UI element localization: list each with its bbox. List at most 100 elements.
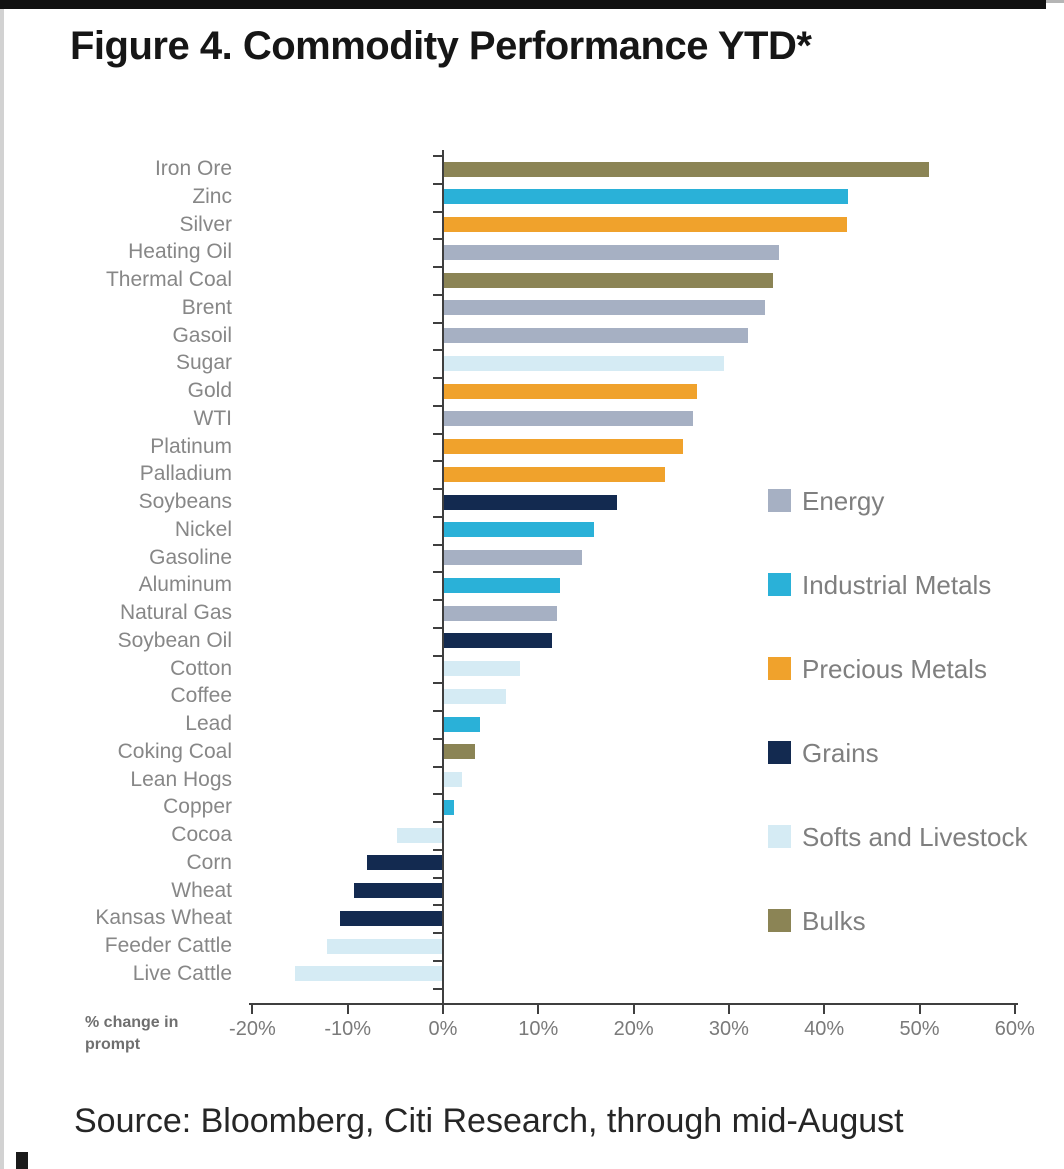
y-axis-tick bbox=[433, 821, 443, 824]
y-axis-tick bbox=[433, 293, 443, 296]
bar-label-corn: Corn bbox=[186, 850, 232, 874]
bar-wti bbox=[443, 411, 693, 427]
x-tick-label--10-: -10% bbox=[324, 1018, 372, 1040]
bar-label-zinc: Zinc bbox=[192, 184, 232, 208]
bar-label-nickel: Nickel bbox=[174, 517, 232, 541]
x-axis-tick bbox=[727, 1003, 730, 1014]
y-axis-tick bbox=[433, 182, 443, 185]
x-axis-tick bbox=[918, 1003, 921, 1014]
bar-label-coking-coal: Coking Coal bbox=[117, 739, 232, 763]
y-axis-tick bbox=[433, 987, 443, 990]
x-tick-label-40-: 40% bbox=[804, 1018, 845, 1040]
bar-cocoa bbox=[397, 827, 443, 843]
bar-label-gasoline: Gasoline bbox=[149, 545, 232, 569]
bar-gasoil bbox=[443, 328, 748, 343]
y-axis-tick bbox=[433, 793, 443, 796]
x-axis-tick bbox=[346, 1003, 349, 1014]
y-axis-tick bbox=[433, 710, 443, 713]
bar-label-wti: WTI bbox=[193, 406, 232, 430]
bar-label-platinum: Platinum bbox=[150, 434, 232, 458]
figure-title: Figure 4. Commodity Performance YTD* bbox=[70, 24, 812, 68]
bar-zinc bbox=[443, 189, 849, 205]
bar-label-brent: Brent bbox=[181, 295, 232, 319]
legend-swatch-softs-and-livestock bbox=[768, 825, 791, 848]
top-border bbox=[0, 0, 1046, 9]
bar-corn bbox=[366, 855, 443, 871]
bar-label-wheat: Wheat bbox=[171, 878, 232, 902]
x-axis-caption-line2: prompt bbox=[85, 1036, 141, 1053]
bar-label-cotton: Cotton bbox=[170, 656, 232, 680]
bar-label-silver: Silver bbox=[179, 212, 232, 236]
y-axis-tick bbox=[433, 210, 443, 213]
bar-gasoline bbox=[443, 550, 583, 565]
x-tick-label-0-: 0% bbox=[428, 1018, 458, 1040]
x-axis-tick bbox=[1013, 1003, 1016, 1014]
bar-label-gasoil: Gasoil bbox=[172, 323, 232, 347]
bar-cotton bbox=[443, 661, 521, 676]
y-axis-tick bbox=[433, 765, 443, 768]
y-axis-tick bbox=[433, 848, 443, 851]
y-axis-tick bbox=[433, 959, 443, 962]
bar-platinum bbox=[443, 439, 684, 454]
source-caption: Source: Bloomberg, Citi Research, throug… bbox=[74, 1102, 904, 1140]
legend-swatch-energy bbox=[768, 489, 791, 512]
bar-soybeans bbox=[443, 494, 618, 510]
bar-aluminum bbox=[443, 577, 561, 593]
legend-label-energy: Energy bbox=[802, 486, 885, 516]
bar-coffee bbox=[443, 688, 506, 704]
bar-soybean-oil bbox=[443, 633, 552, 649]
bar-label-thermal-coal: Thermal Coal bbox=[105, 268, 232, 291]
x-axis-tick bbox=[442, 1003, 444, 1014]
top-border-thin bbox=[1046, 0, 1064, 3]
y-axis-tick bbox=[433, 460, 443, 463]
bar-copper bbox=[443, 799, 455, 815]
x-tick-label--20-: -20% bbox=[229, 1018, 276, 1040]
bar-label-lead: Lead bbox=[185, 712, 232, 735]
bar-label-copper: Copper bbox=[163, 795, 232, 819]
legend-label-bulks: Bulks bbox=[802, 906, 866, 936]
y-axis-tick bbox=[433, 932, 443, 935]
legend-label-precious-metals: Precious Metals bbox=[802, 654, 987, 684]
y-axis-tick bbox=[433, 155, 443, 158]
y-axis-tick bbox=[433, 876, 443, 879]
bar-wheat bbox=[354, 883, 443, 898]
bar-label-feeder-cattle: Feeder Cattle bbox=[104, 934, 232, 957]
bar-label-coffee: Coffee bbox=[170, 684, 233, 708]
bar-label-aluminum: Aluminum bbox=[138, 573, 232, 597]
x-tick-label-50-: 50% bbox=[899, 1018, 940, 1040]
x-axis-tick bbox=[537, 1003, 540, 1014]
bar-feeder-cattle bbox=[326, 938, 443, 954]
left-border bbox=[0, 9, 4, 1169]
legend-swatch-precious-metals bbox=[768, 657, 791, 680]
bar-heating-oil bbox=[443, 244, 780, 260]
x-tick-label-10-: 10% bbox=[518, 1018, 559, 1040]
x-tick-label-30-: 30% bbox=[708, 1018, 749, 1040]
y-axis-tick bbox=[433, 488, 443, 491]
y-axis-tick bbox=[433, 654, 443, 657]
bar-brent bbox=[443, 300, 766, 316]
bar-sugar bbox=[443, 355, 725, 371]
corner-mark bbox=[16, 1152, 28, 1169]
bar-lean-hogs bbox=[443, 772, 463, 787]
bar-live-cattle bbox=[295, 966, 443, 982]
legend-label-softs-and-livestock: Softs and Livestock bbox=[802, 822, 1028, 852]
x-axis-tick bbox=[632, 1003, 635, 1014]
x-axis-caption-line1: % change in bbox=[85, 1014, 179, 1031]
y-axis-tick bbox=[433, 737, 443, 740]
y-axis-tick bbox=[433, 377, 443, 380]
y-axis-tick bbox=[433, 626, 443, 629]
legend-label-industrial-metals: Industrial Metals bbox=[802, 570, 992, 600]
y-axis-tick bbox=[433, 599, 443, 602]
bar-label-gold: Gold bbox=[187, 379, 232, 402]
bar-natural-gas bbox=[443, 605, 558, 621]
bar-nickel bbox=[443, 522, 594, 538]
bar-label-iron-ore: Iron Ore bbox=[154, 157, 232, 180]
bar-label-soybean-oil: Soybean Oil bbox=[117, 628, 232, 652]
y-axis-tick bbox=[433, 571, 443, 574]
bar-coking-coal bbox=[443, 744, 476, 760]
y-axis-tick bbox=[433, 266, 443, 269]
x-axis-tick bbox=[823, 1003, 826, 1014]
bar-label-live-cattle: Live Cattle bbox=[132, 961, 232, 985]
bar-gold bbox=[443, 383, 698, 399]
